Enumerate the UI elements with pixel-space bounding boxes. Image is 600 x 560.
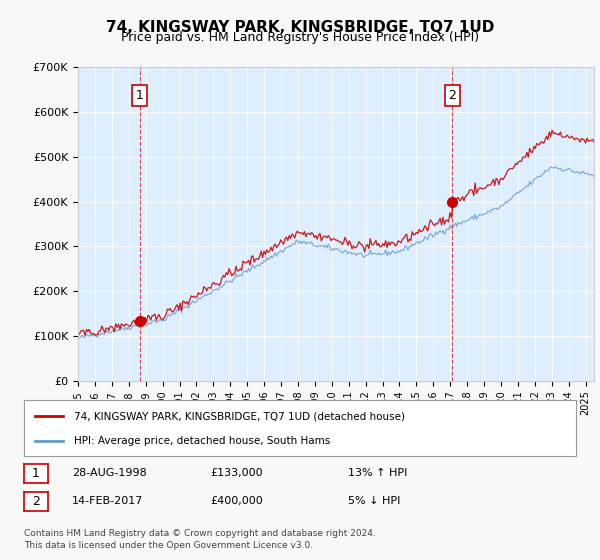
Text: 2: 2 (448, 89, 456, 102)
Text: This data is licensed under the Open Government Licence v3.0.: This data is licensed under the Open Gov… (24, 542, 313, 550)
Text: 74, KINGSWAY PARK, KINGSBRIDGE, TQ7 1UD: 74, KINGSWAY PARK, KINGSBRIDGE, TQ7 1UD (106, 20, 494, 35)
Text: 1: 1 (136, 89, 143, 102)
Text: 1: 1 (32, 467, 40, 480)
Text: £133,000: £133,000 (210, 468, 263, 478)
Text: 13% ↑ HPI: 13% ↑ HPI (348, 468, 407, 478)
Text: £400,000: £400,000 (210, 496, 263, 506)
Text: Price paid vs. HM Land Registry's House Price Index (HPI): Price paid vs. HM Land Registry's House … (121, 31, 479, 44)
Text: Contains HM Land Registry data © Crown copyright and database right 2024.: Contains HM Land Registry data © Crown c… (24, 529, 376, 538)
Text: 74, KINGSWAY PARK, KINGSBRIDGE, TQ7 1UD (detached house): 74, KINGSWAY PARK, KINGSBRIDGE, TQ7 1UD … (74, 411, 404, 421)
Text: 5% ↓ HPI: 5% ↓ HPI (348, 496, 400, 506)
Text: HPI: Average price, detached house, South Hams: HPI: Average price, detached house, Sout… (74, 436, 330, 446)
Text: 28-AUG-1998: 28-AUG-1998 (72, 468, 147, 478)
Text: 14-FEB-2017: 14-FEB-2017 (72, 496, 143, 506)
Text: 2: 2 (32, 495, 40, 508)
